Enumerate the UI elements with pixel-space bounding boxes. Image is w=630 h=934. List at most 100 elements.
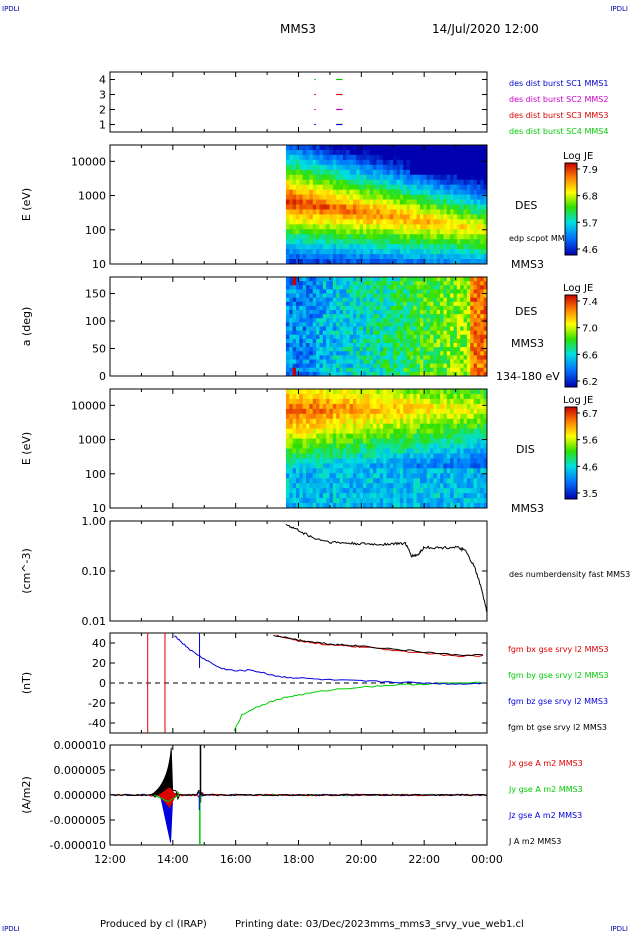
spectrogram-cell <box>453 478 458 484</box>
spectrogram-cell <box>476 453 481 459</box>
energy-range-label: 134-180 eV <box>496 370 560 383</box>
spectrogram-cell <box>295 204 300 210</box>
spectrogram-cell <box>383 285 387 290</box>
spectrogram-cell <box>336 403 340 410</box>
spectrogram-cell <box>373 408 377 415</box>
spectrogram-cell <box>342 145 347 151</box>
spectrogram-cell <box>473 199 478 205</box>
spectrogram-cell <box>373 403 377 410</box>
spectrogram-cell <box>473 318 478 323</box>
spectrogram-cell <box>460 433 464 439</box>
spectrogram-cell <box>436 393 441 400</box>
spectrogram-cell <box>440 209 444 215</box>
spectrogram-cell <box>312 293 317 299</box>
spectrogram-cell <box>339 259 344 265</box>
spectrogram-cell <box>393 322 397 327</box>
spectrogram-cell <box>332 493 337 499</box>
spectrogram-cell <box>476 149 481 156</box>
spectrogram-cell <box>312 330 317 336</box>
spectrogram-cell <box>443 423 448 430</box>
spectrogram-cell <box>329 478 334 484</box>
spectrogram-cell <box>299 334 304 340</box>
spectrogram-cell <box>299 389 304 395</box>
spectrogram-cell <box>363 408 367 415</box>
spectrogram-cell <box>295 224 300 230</box>
spectrogram-cell <box>460 483 464 489</box>
x-tick-label: 18:00 <box>283 853 315 866</box>
spectrogram-cell <box>309 224 314 230</box>
spectrogram-cell <box>336 305 340 311</box>
spectrogram-cell <box>309 189 314 195</box>
spectrogram-cell <box>476 468 481 474</box>
spectrogram-cell <box>316 194 320 200</box>
spectrogram-cell <box>299 423 304 430</box>
spectrogram-cell <box>312 326 317 332</box>
spectrogram-cell <box>319 277 324 282</box>
y-axis-title: E (eV) <box>20 188 33 221</box>
spectrogram-cell <box>480 343 485 348</box>
spectrogram-cell <box>312 209 317 215</box>
spectrogram-cell <box>456 189 461 195</box>
spectrogram-cell <box>322 281 327 286</box>
spectrogram-cell <box>363 503 367 509</box>
spectrogram-cell <box>426 239 431 245</box>
spectrogram-cell <box>446 347 451 352</box>
spectrogram-cell <box>483 438 488 444</box>
colorbar <box>564 162 578 256</box>
spectrogram-cell <box>433 498 438 504</box>
spectrogram-cell <box>403 330 407 336</box>
spectrogram-cell <box>396 448 401 454</box>
spectrogram-cell <box>363 393 367 400</box>
spectrogram-cell <box>322 423 327 430</box>
spectrogram-cell <box>483 289 488 294</box>
spectrogram-cell <box>416 164 421 171</box>
spectrogram-cell <box>306 330 310 336</box>
spectrogram-cell <box>309 493 314 499</box>
spectrogram-cell <box>359 169 364 176</box>
spectrogram-cell <box>322 483 327 489</box>
spectrogram-cell <box>443 214 448 220</box>
spectrogram-cell <box>426 478 431 484</box>
spectrogram-cell <box>319 184 324 191</box>
spectrogram-cell <box>399 347 404 352</box>
spectrogram-cell <box>349 423 354 430</box>
spectrogram-cell <box>403 503 407 509</box>
spectrogram-cell <box>352 174 357 181</box>
spectrogram-cell <box>289 351 294 356</box>
spectrogram-cell <box>326 169 330 176</box>
spectrogram-cell <box>403 413 407 420</box>
spectrogram-cell <box>356 285 361 290</box>
spectrogram-cell <box>289 179 294 186</box>
spectrogram-cell <box>483 355 488 360</box>
spectrogram-cell <box>302 285 307 290</box>
spectrogram-cell <box>373 179 377 186</box>
spectrogram-cell <box>309 169 314 176</box>
spectrogram-cell <box>379 159 384 166</box>
spectrogram-cell <box>332 458 337 464</box>
spectrogram-cell <box>446 463 451 469</box>
spectrogram-cell <box>426 174 431 181</box>
spectrogram-cell <box>419 359 424 365</box>
spectrogram-cell <box>466 351 471 356</box>
spectrogram-cell <box>373 423 377 430</box>
spectrogram-cell <box>352 169 357 176</box>
spectrogram-cell <box>369 359 374 365</box>
spectrogram-cell <box>369 473 374 479</box>
spectrogram-des-energy <box>285 145 488 265</box>
spectrogram-cell <box>369 413 374 420</box>
spectrogram-cell <box>383 214 387 220</box>
spectrogram-cell <box>285 418 290 425</box>
spectrogram-cell <box>386 343 391 348</box>
spectrogram-cell <box>373 174 377 181</box>
spectrogram-cell <box>406 164 411 171</box>
spectrogram-cell <box>379 314 384 319</box>
spectrogram-cell <box>433 159 438 166</box>
spectrogram-cell <box>426 403 431 410</box>
spectrogram-cell <box>483 393 488 400</box>
spectrogram-cell <box>466 145 471 151</box>
spectrogram-cell <box>456 355 461 360</box>
spectrogram-cell <box>369 493 374 499</box>
spectrogram-cell <box>309 154 314 161</box>
spectrogram-cell <box>349 355 354 360</box>
spectrogram-cell <box>366 389 371 395</box>
